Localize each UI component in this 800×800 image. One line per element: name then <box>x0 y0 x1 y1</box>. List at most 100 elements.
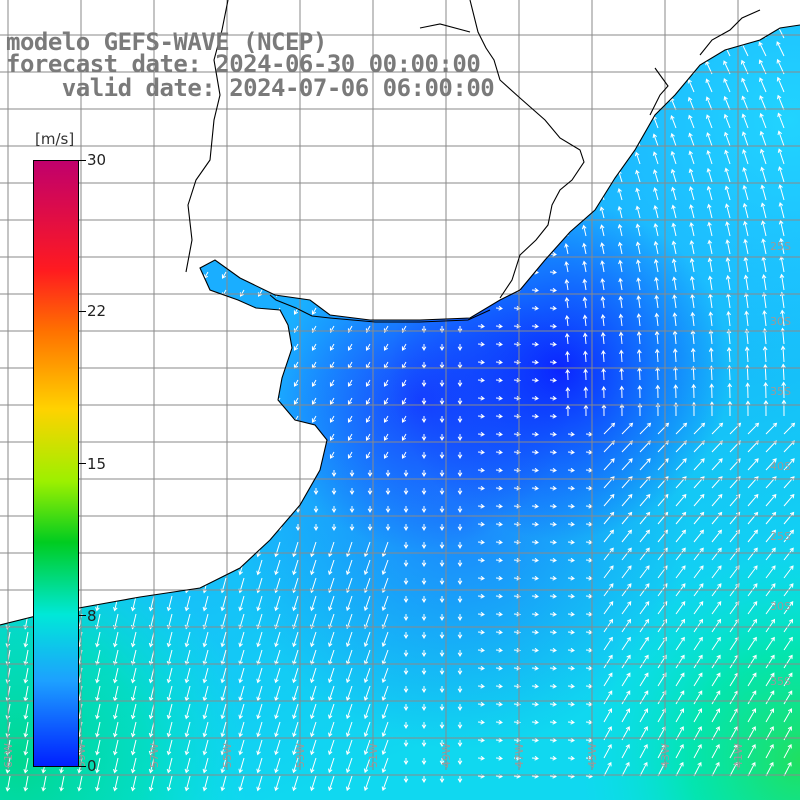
wind-arrow <box>421 632 427 639</box>
wind-arrow <box>582 332 588 345</box>
wind-arrow <box>439 110 445 117</box>
wind-arrow <box>367 470 373 477</box>
wind-arrow <box>275 451 281 459</box>
wind-arrow <box>148 559 155 576</box>
wind-arrow <box>421 380 427 387</box>
wind-arrow <box>220 775 227 792</box>
wind-arrow <box>747 708 756 723</box>
wind-arrow <box>383 217 389 225</box>
wind-arrow <box>582 296 588 309</box>
wind-arrow <box>220 667 227 684</box>
wind-arrow <box>328 541 335 558</box>
wind-arrow <box>149 307 155 315</box>
wind-arrow <box>421 38 427 45</box>
wind-arrow <box>747 493 759 507</box>
wind-arrow <box>239 235 245 243</box>
wind-arrow <box>765 618 776 633</box>
wind-arrow <box>619 385 625 399</box>
wind-arrow <box>347 37 353 45</box>
wind-arrow <box>329 145 335 153</box>
wind-arrow <box>549 647 557 653</box>
wind-arrow <box>549 737 557 743</box>
wind-arrow <box>95 397 101 405</box>
wind-arrow <box>23 145 29 153</box>
wind-arrow <box>401 37 407 45</box>
wind-arrow <box>747 458 759 471</box>
wind-arrow <box>603 761 612 777</box>
wind-arrow <box>257 379 263 387</box>
wind-arrow <box>457 344 463 351</box>
wind-arrow <box>149 343 155 351</box>
wind-arrow <box>131 25 137 27</box>
wind-arrow <box>439 200 445 207</box>
wind-arrow <box>439 488 445 495</box>
wind-arrow <box>495 629 503 635</box>
wind-arrow <box>421 416 427 423</box>
wind-arrow <box>439 236 445 243</box>
wind-arrow <box>765 690 775 705</box>
wind-arrow <box>724 149 731 165</box>
wind-arrow <box>761 292 767 309</box>
wind-arrow <box>777 112 785 129</box>
wind-arrow <box>345 739 353 756</box>
wind-arrow <box>241 488 247 495</box>
wind-arrow <box>421 218 427 225</box>
wind-arrow <box>783 618 794 633</box>
wind-arrow <box>563 81 569 93</box>
wind-arrow <box>477 539 485 545</box>
wind-arrow <box>779 291 785 309</box>
wind-arrow <box>457 470 463 477</box>
wind-arrow <box>675 529 687 543</box>
wind-arrow <box>257 451 263 459</box>
wind-arrow <box>549 485 557 491</box>
wind-arrow <box>689 204 695 219</box>
wind-arrow <box>401 433 407 441</box>
wind-arrow <box>603 547 614 561</box>
wind-arrow <box>603 743 612 759</box>
wind-arrow <box>23 289 29 297</box>
wind-arrow <box>293 271 299 279</box>
wind-arrow <box>549 665 557 671</box>
wind-arrow <box>600 260 605 273</box>
wind-arrow <box>495 611 503 617</box>
wind-arrow <box>130 721 137 738</box>
wind-arrow <box>133 488 139 495</box>
wind-arrow <box>549 557 557 563</box>
wind-arrow <box>439 398 445 405</box>
wind-arrow <box>275 271 281 279</box>
wind-arrow <box>711 511 723 525</box>
wind-arrow <box>582 260 587 273</box>
wind-arrow <box>583 368 588 381</box>
wind-arrow <box>741 113 749 129</box>
coastline <box>0 0 800 626</box>
wind-arrow <box>495 521 503 527</box>
wind-arrow <box>347 25 353 27</box>
wind-arrow <box>295 470 301 477</box>
wind-arrow <box>477 665 485 671</box>
wind-arrow <box>564 332 570 345</box>
wind-arrow <box>59 775 65 792</box>
wind-arrow <box>581 170 587 183</box>
wind-arrow <box>381 775 389 792</box>
wind-arrow <box>221 361 227 369</box>
wind-arrow <box>724 131 731 147</box>
wind-arrow <box>600 242 605 255</box>
wind-arrow <box>421 650 427 657</box>
wind-arrow <box>293 433 299 441</box>
wind-arrow <box>781 381 787 399</box>
wind-arrow <box>23 541 29 558</box>
wind-arrow <box>439 146 445 153</box>
wind-arrow <box>292 685 299 702</box>
wind-arrow <box>657 422 670 435</box>
wind-arrow <box>777 148 785 165</box>
wind-arrow <box>765 422 778 435</box>
wind-arrow <box>763 363 768 381</box>
wind-arrow <box>477 125 485 131</box>
wind-arrow <box>495 755 503 761</box>
wind-arrow <box>310 559 317 576</box>
wind-arrow <box>783 458 795 471</box>
colorbar-label-30: 30 <box>87 151 107 169</box>
wind-arrow <box>688 186 695 201</box>
wind-arrow <box>363 541 371 558</box>
